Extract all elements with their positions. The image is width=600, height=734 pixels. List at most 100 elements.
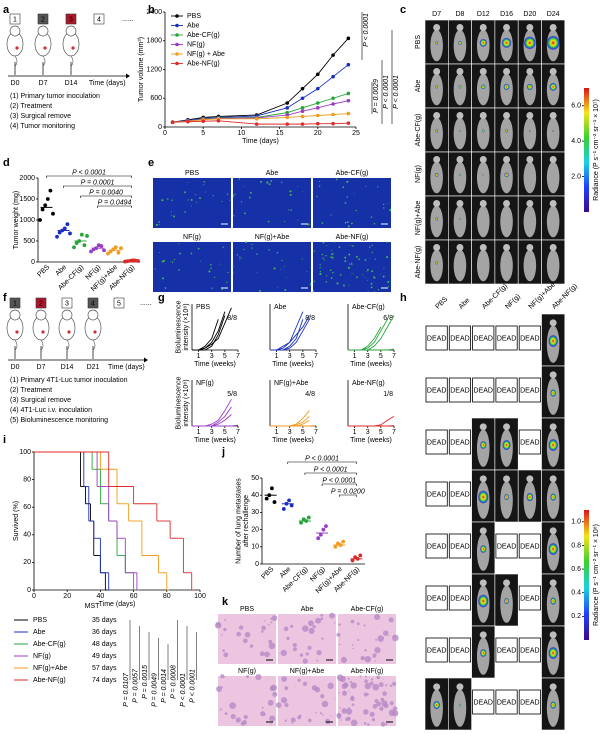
- colorbar-tick-label: 4.0: [571, 138, 581, 145]
- bioluminescence: [523, 36, 536, 50]
- x-tick-label: 80: [163, 593, 171, 600]
- stain-speck: [280, 697, 288, 704]
- data-point: [318, 532, 323, 537]
- stain-speck: [284, 719, 287, 722]
- bioluminescence: [435, 85, 439, 89]
- dead-box: [448, 585, 471, 611]
- stain-speck: [309, 283, 312, 286]
- legend-marker: [175, 33, 179, 37]
- mouse-head: [549, 423, 557, 431]
- p-value: P < 0.0001: [322, 477, 356, 484]
- data-point: [106, 251, 110, 256]
- image-label: Abe: [266, 170, 279, 177]
- dead-box: [495, 377, 518, 403]
- stain-speck: [178, 269, 180, 271]
- bioluminescence: [435, 261, 439, 265]
- data-point: [316, 106, 320, 110]
- p-value: P = 0.0008: [170, 665, 177, 699]
- bioluminescence: [458, 217, 462, 221]
- data-point: [300, 86, 305, 91]
- stain-speck: [280, 649, 287, 657]
- y-tick-label: 10: [251, 544, 259, 551]
- stain-speck: [271, 615, 278, 622]
- mouse-body: [476, 161, 490, 194]
- stain-speck: [350, 244, 352, 246]
- dead-box: [518, 637, 541, 663]
- dead-box: [495, 325, 518, 351]
- mouse-head: [456, 155, 464, 163]
- data-point: [57, 230, 62, 235]
- y-axis-label: Bioluminescence: [175, 300, 182, 353]
- mouse-head: [503, 243, 511, 251]
- stain-speck: [347, 677, 350, 680]
- x-tick-label: 5: [301, 353, 305, 360]
- data-point: [79, 232, 84, 237]
- stain-speck: [297, 186, 299, 187]
- data-point: [331, 112, 335, 117]
- y-tick-label: 1000: [19, 217, 35, 224]
- stain-speck: [383, 267, 385, 270]
- stain-speck: [324, 718, 331, 725]
- stain-speck: [305, 652, 309, 656]
- series-line: [270, 315, 310, 351]
- mouse-head: [479, 111, 487, 119]
- data-point: [331, 53, 335, 57]
- stain-speck: [284, 289, 287, 292]
- p-value: P = 0.0040: [89, 189, 123, 196]
- dead-label: DEAD: [497, 699, 516, 706]
- stain-speck: [373, 222, 376, 225]
- data-point: [316, 113, 320, 118]
- y-tick-label: 20: [251, 526, 259, 533]
- stain-speck: [251, 247, 253, 249]
- stain-speck: [316, 649, 322, 656]
- stain-speck: [226, 193, 229, 195]
- mouse-tail: [42, 55, 46, 67]
- stain-speck: [242, 638, 248, 644]
- x-axis-label: Time (weeks): [194, 437, 236, 444]
- stain-speck: [229, 199, 231, 201]
- p-value: P < 0.0001: [72, 169, 106, 176]
- dead-box: [448, 429, 471, 455]
- dead-box: [425, 481, 448, 507]
- stain-speck: [280, 268, 282, 270]
- stain-speck: [382, 275, 385, 278]
- data-point: [216, 118, 221, 123]
- stain-speck: [372, 703, 378, 709]
- step-box: [93, 13, 105, 25]
- stain-speck: [357, 639, 360, 642]
- stain-speck: [299, 653, 304, 657]
- stain-speck: [370, 286, 373, 289]
- significance-bracket: [80, 195, 132, 198]
- bioluminescence: [480, 649, 487, 657]
- stain-speck: [340, 719, 342, 721]
- bioluminescence: [552, 129, 555, 133]
- stain-speck: [365, 675, 367, 678]
- stain-speck: [329, 612, 335, 619]
- stain-speck: [352, 644, 354, 646]
- stain-speck: [155, 223, 158, 227]
- stain-speck: [331, 249, 333, 251]
- dead-box: [448, 481, 471, 507]
- stain-speck: [270, 723, 273, 725]
- stain-speck: [364, 276, 366, 278]
- dead-box: [518, 533, 541, 559]
- stain-speck: [350, 263, 353, 265]
- data-point: [324, 524, 328, 529]
- stain-speck: [330, 256, 332, 258]
- stain-speck: [199, 197, 201, 200]
- colorbar-tick-label: 2.0: [571, 173, 581, 180]
- bioluminescence: [458, 173, 462, 177]
- stain-speck: [245, 241, 248, 244]
- stain-speck: [283, 220, 286, 223]
- tumor: [41, 330, 45, 334]
- stain-speck: [297, 219, 299, 221]
- stain-speck: [370, 216, 373, 218]
- micrograph: [313, 178, 391, 228]
- stain-speck: [334, 698, 336, 700]
- stain-speck: [363, 722, 367, 725]
- chart-title: PBS: [196, 304, 210, 311]
- y-axis-label: after rechallenge: [243, 495, 250, 547]
- stain-speck: [374, 660, 376, 662]
- y-axis-label: intensity (×10⁸): [183, 303, 190, 350]
- data-point: [338, 543, 343, 547]
